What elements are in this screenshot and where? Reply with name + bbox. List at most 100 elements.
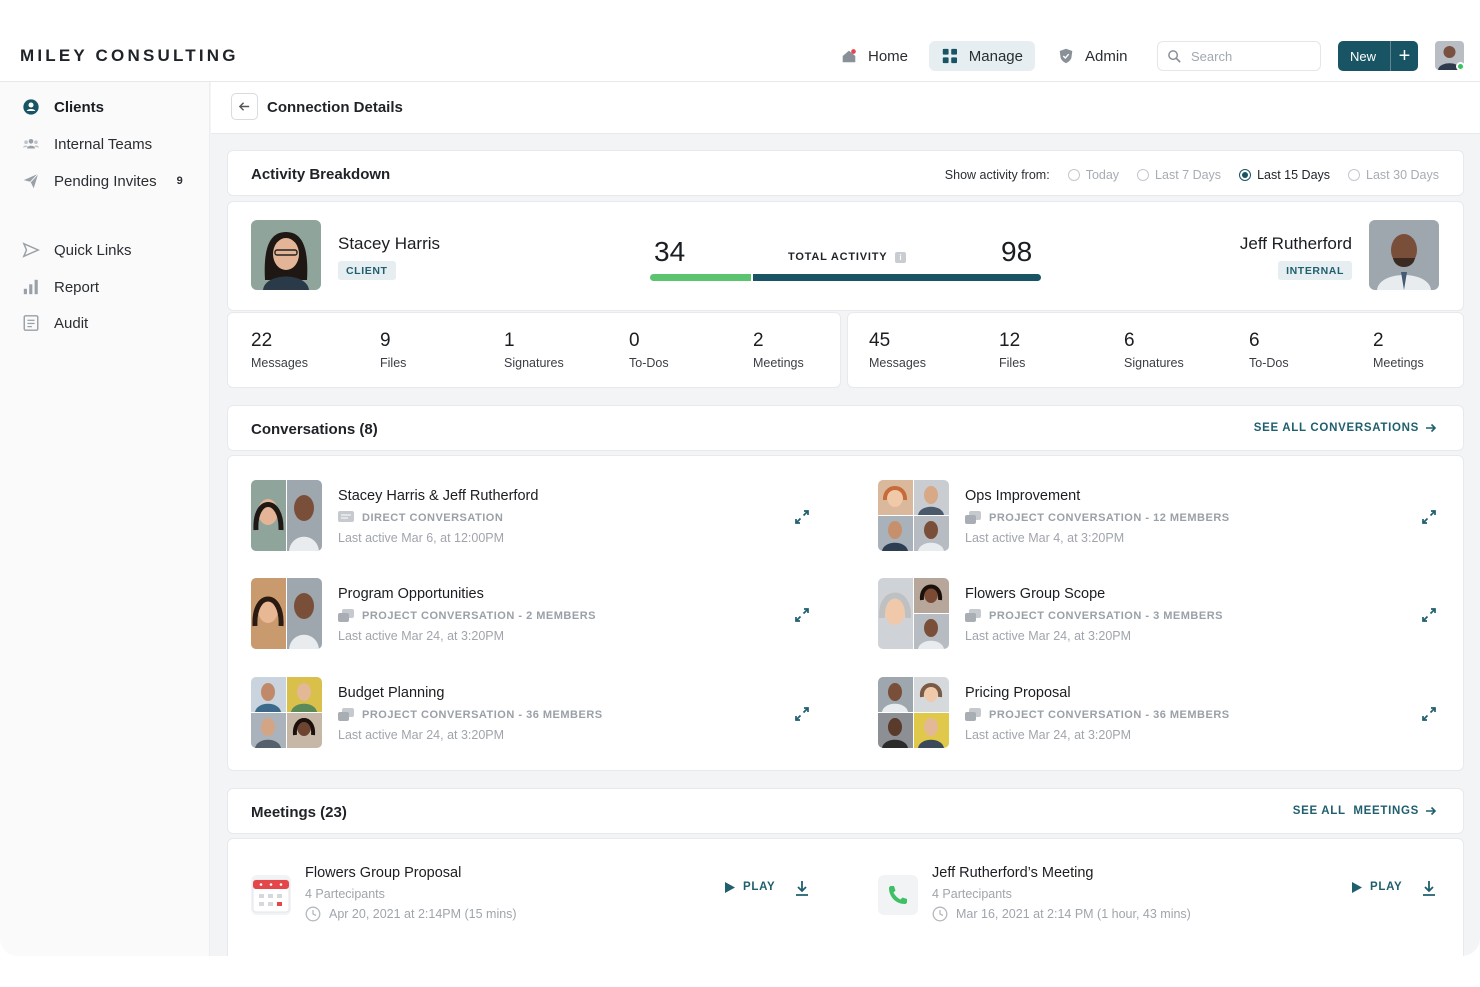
stat-label: To-Dos: [1249, 356, 1289, 370]
expand-icon[interactable]: [793, 705, 811, 723]
meeting-date: Apr 20, 2021 at 2:14PM (15 mins): [305, 906, 517, 922]
total-activity-text: TOTAL ACTIVITY: [788, 251, 888, 263]
see-all-meetings-link[interactable]: SEE ALL MEETINGS: [1293, 805, 1437, 817]
shield-icon: [1059, 48, 1073, 64]
play-icon: [725, 881, 735, 893]
group-chat-icon: [338, 609, 354, 622]
info-icon[interactable]: i: [895, 251, 907, 263]
clock-icon: [305, 906, 321, 922]
client-name: Stacey Harris: [338, 234, 441, 253]
internal-name: Jeff Rutherford: [1239, 234, 1352, 253]
app-window: MILEY CONSULTING Home Manage Admin New +: [0, 0, 1480, 956]
sub-header: Connection Details: [211, 82, 1480, 134]
filter-today[interactable]: Today: [1067, 168, 1119, 182]
sidebar-item-clients[interactable]: Clients: [0, 89, 210, 125]
stat-label: Files: [999, 356, 1026, 370]
top-bar: MILEY CONSULTING Home Manage Admin New +: [0, 0, 1480, 82]
sidebar-item-audit[interactable]: Audit: [0, 305, 210, 341]
total-activity-label: TOTAL ACTIVITY i: [788, 251, 907, 263]
meeting-participants: 4 Partecipants: [932, 887, 1012, 901]
meeting-date-label: Mar 16, 2021 at 2:14 PM (1 hour, 43 mins…: [956, 907, 1191, 921]
nav-home[interactable]: Home: [828, 41, 920, 71]
sidebar-item-label: Report: [54, 278, 100, 296]
search-input[interactable]: [1191, 48, 1301, 64]
play-button[interactable]: PLAY: [725, 881, 775, 893]
new-button-label: New: [1350, 48, 1377, 64]
search-box[interactable]: [1157, 41, 1321, 71]
stat-label: To-Dos: [629, 356, 669, 370]
expand-icon[interactable]: [1420, 606, 1438, 624]
conversation-item[interactable]: Stacey Harris & Jeff Rutherford DIRECT C…: [251, 480, 831, 552]
meeting-participants: 4 Partecipants: [305, 887, 385, 901]
conversation-item[interactable]: Ops Improvement PROJECT CONVERSATION - 1…: [878, 480, 1458, 552]
expand-icon[interactable]: [793, 508, 811, 526]
download-icon[interactable]: [1420, 879, 1438, 897]
new-button[interactable]: New +: [1338, 41, 1418, 71]
client-activity-bar: [650, 274, 751, 281]
stat-value: 0: [629, 330, 640, 351]
conversation-last-active: Last active Mar 24, at 3:20PM: [965, 728, 1132, 742]
filter-last-30-days[interactable]: Last 30 Days: [1348, 168, 1439, 182]
page-title: Connection Details: [267, 99, 403, 116]
sidebar-item-internal-teams[interactable]: Internal Teams: [0, 126, 210, 162]
arrow-right-icon: [1426, 806, 1437, 816]
client-stat-files: 9 Files: [380, 330, 406, 370]
conversation-type-label: PROJECT CONVERSATION - 36 MEMBERS: [989, 709, 1230, 721]
conversation-item[interactable]: Budget Planning PROJECT CONVERSATION - 3…: [251, 677, 831, 749]
filter-last-15-days[interactable]: Last 15 Days: [1239, 168, 1330, 182]
sidebar-item-label: Clients: [54, 98, 105, 116]
conversation-title: Flowers Group Scope: [965, 586, 1106, 602]
meeting-title: Flowers Group Proposal: [305, 865, 462, 881]
bar-chart-icon: [23, 279, 38, 295]
meetings-list-card: Flowers Group Proposal 4 Partecipants Ap…: [227, 838, 1464, 956]
clock-icon: [932, 906, 948, 922]
meeting-date-label: Apr 20, 2021 at 2:14PM (15 mins): [329, 907, 517, 921]
user-avatar[interactable]: [1435, 41, 1464, 70]
meeting-item[interactable]: Flowers Group Proposal 4 Partecipants Ap…: [251, 865, 831, 925]
play-button[interactable]: PLAY: [1352, 881, 1402, 893]
conversation-last-active: Last active Mar 24, at 3:20PM: [965, 629, 1132, 643]
conversation-title: Program Opportunities: [338, 586, 484, 602]
client-stats-card: 22 Messages 9 Files 1 Signatures 0 To-Dos 2 M…: [227, 312, 841, 388]
expand-icon[interactable]: [793, 606, 811, 624]
activity-bar: [650, 274, 1041, 281]
filter-last-7-days[interactable]: Last 7 Days: [1137, 168, 1221, 182]
nav-manage[interactable]: Manage: [929, 41, 1035, 71]
conversation-title: Budget Planning: [338, 685, 445, 701]
chat-bubble-icon: [338, 511, 354, 522]
back-button[interactable]: [231, 93, 258, 120]
internal-activity-bar: [753, 274, 1041, 281]
internal-stat-signatures: 6 Signatures: [1124, 330, 1184, 370]
conversation-item[interactable]: Program Opportunities PROJECT CONVERSATI…: [251, 578, 831, 650]
meetings-header-card: Meetings (23) SEE ALL MEETINGS: [227, 788, 1464, 834]
sidebar-item-pending-invites[interactable]: Pending Invites 9: [0, 163, 210, 199]
expand-icon[interactable]: [1420, 508, 1438, 526]
conversation-type-label: PROJECT CONVERSATION - 12 MEMBERS: [989, 512, 1230, 524]
activity-header-card: Activity Breakdown Show activity from: T…: [227, 150, 1464, 196]
online-status-dot: [1456, 62, 1464, 70]
stat-label: Meetings: [753, 356, 804, 370]
meeting-item[interactable]: Jeff Rutherford’s Meeting 4 Partecipants…: [878, 865, 1458, 925]
stat-label: Signatures: [504, 356, 564, 370]
conversation-last-active: Last active Mar 6, at 12:00PM: [338, 531, 505, 545]
nav-admin[interactable]: Admin: [1045, 41, 1140, 71]
team-icon: [22, 138, 40, 149]
meeting-title: Jeff Rutherford’s Meeting: [932, 865, 1094, 881]
expand-icon[interactable]: [1420, 705, 1438, 723]
see-all-conversations-link[interactable]: SEE ALL CONVERSATIONS: [1254, 422, 1437, 434]
internal-photo: [1369, 220, 1439, 290]
client-photo: [251, 220, 321, 290]
internal-stat-messages: 45 Messages: [869, 330, 926, 370]
home-icon: [842, 49, 856, 63]
client-stat-meetings: 2 Meetings: [753, 330, 804, 370]
conversation-item[interactable]: Flowers Group Scope PROJECT CONVERSATION…: [878, 578, 1458, 650]
sidebar-item-report[interactable]: Report: [0, 269, 210, 305]
filter-label: Show activity from:: [944, 168, 1050, 182]
quick-links-icon: [22, 242, 40, 258]
meeting-date: Mar 16, 2021 at 2:14 PM (1 hour, 43 mins…: [932, 906, 1191, 922]
download-icon[interactable]: [793, 879, 811, 897]
audit-icon: [23, 315, 39, 331]
conversation-item[interactable]: Pricing Proposal PROJECT CONVERSATION - …: [878, 677, 1458, 749]
conversation-last-active: Last active Mar 4, at 3:20PM: [965, 531, 1125, 545]
sidebar-item-quick-links[interactable]: Quick Links: [0, 232, 210, 268]
